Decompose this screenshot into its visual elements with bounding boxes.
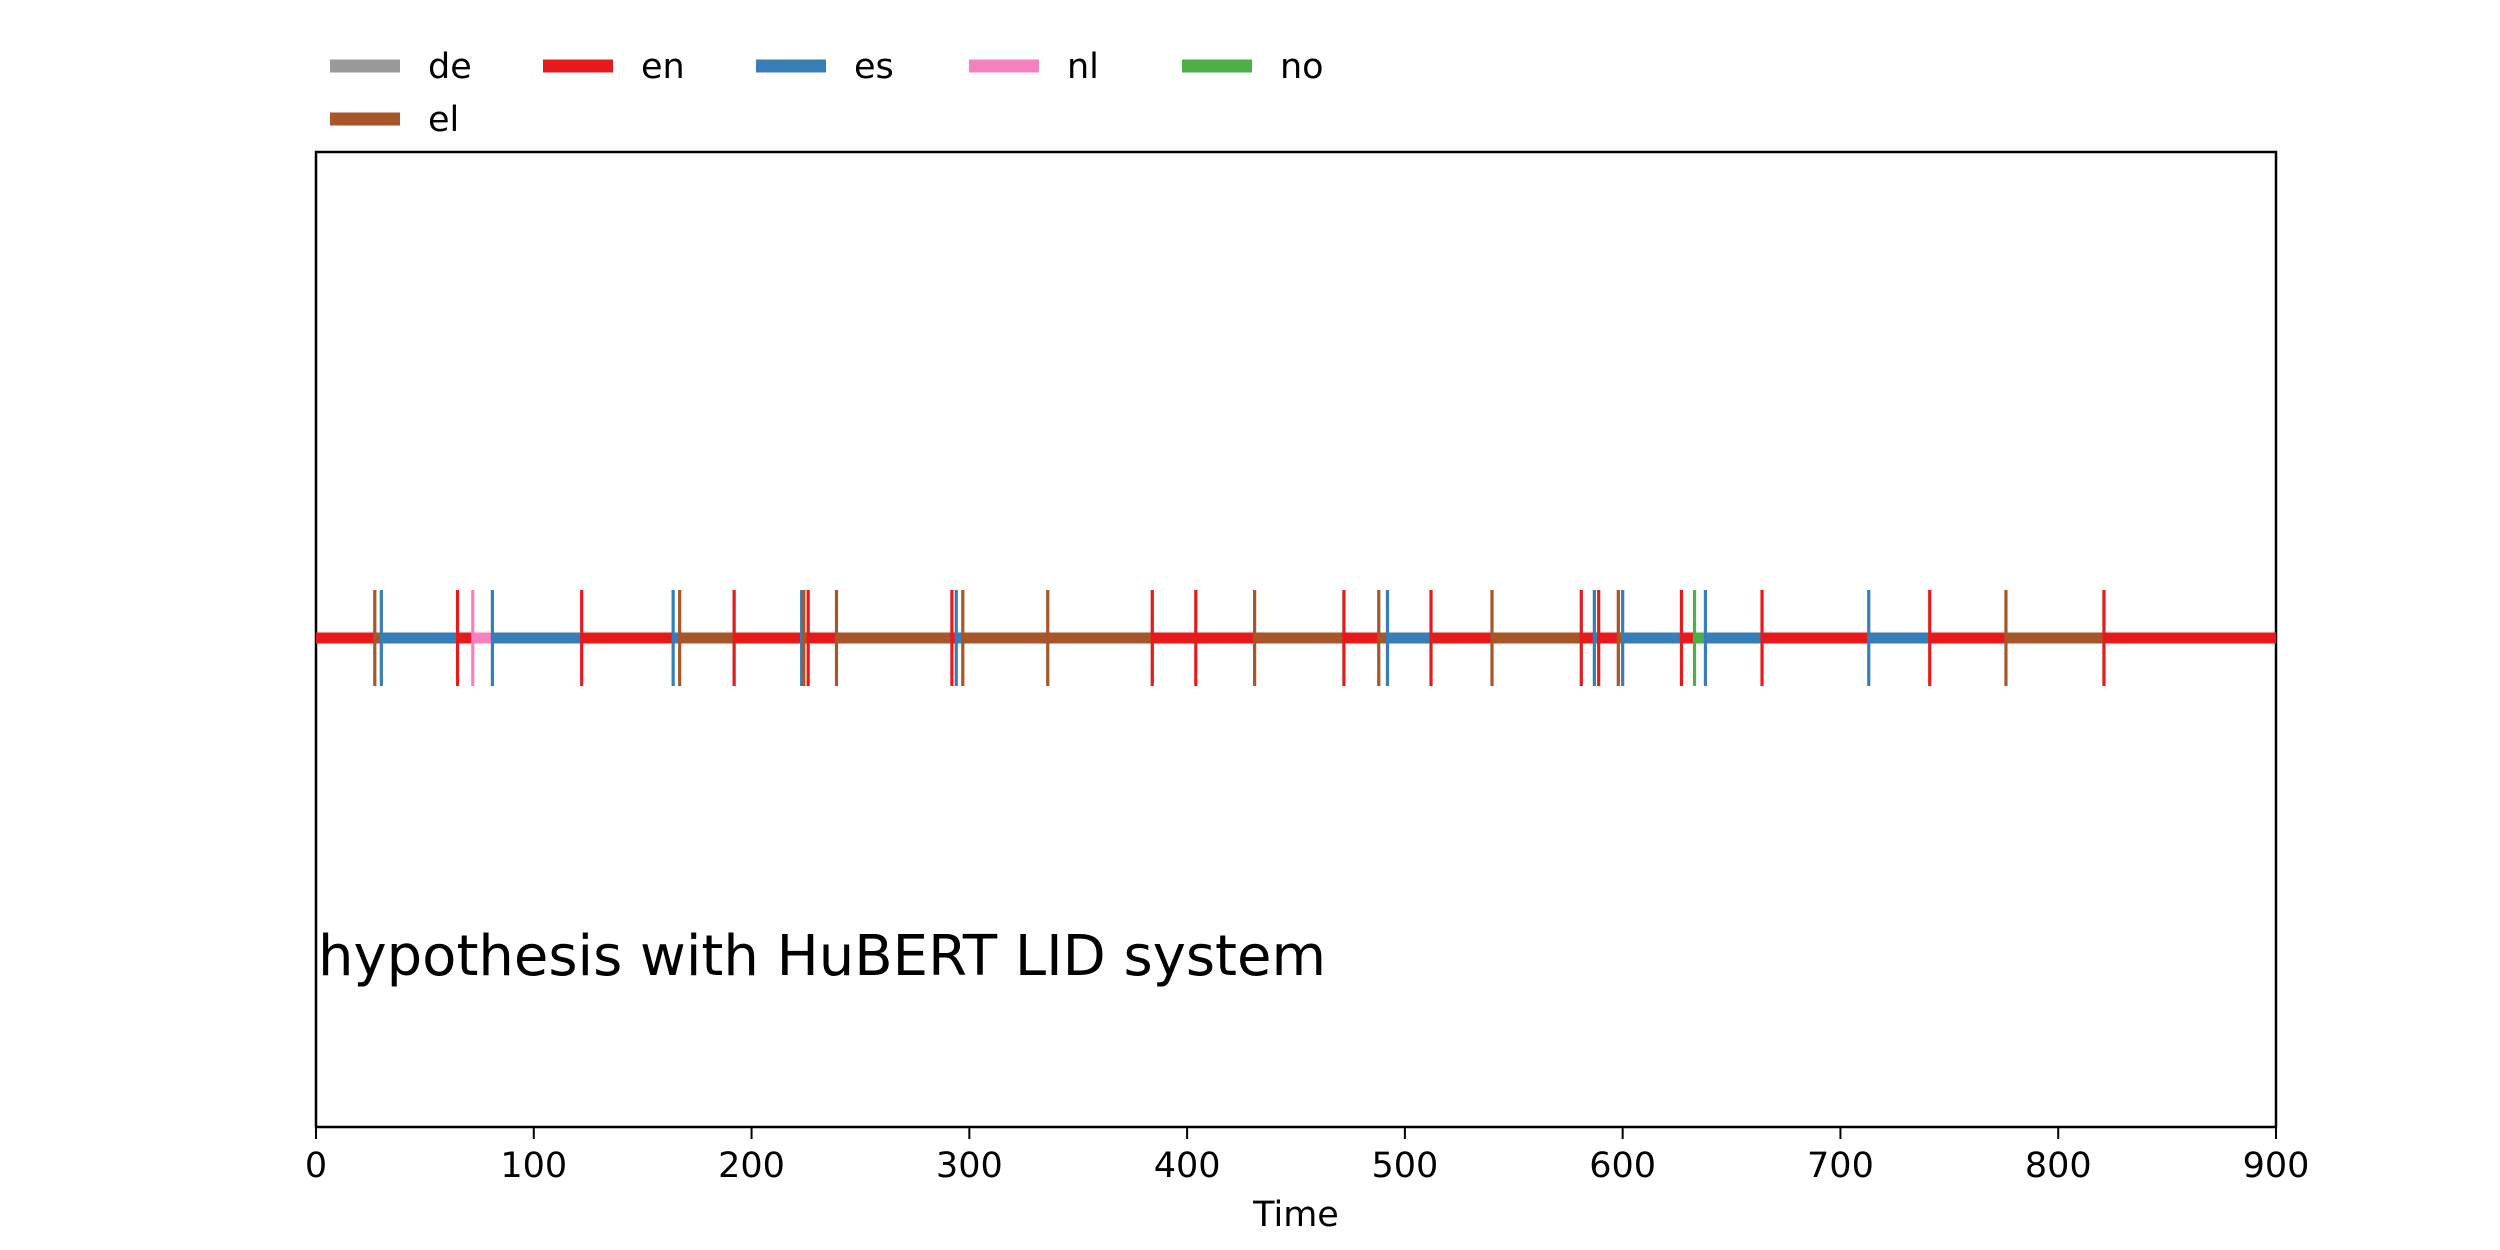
x-tick-label: 600: [1589, 1146, 1656, 1186]
legend-label-el: el: [428, 100, 459, 140]
x-tick-label: 100: [500, 1146, 567, 1186]
x-axis: 0 100 200 300 400 500 600 700 800 900: [305, 1127, 2310, 1186]
x-tick-label: 900: [2243, 1146, 2310, 1186]
x-tick-label: 0: [305, 1146, 327, 1186]
x-tick-label: 400: [1154, 1146, 1221, 1186]
legend-label-nl: nl: [1067, 47, 1099, 87]
system-annotation: hypothesis with HuBERT LID system: [318, 924, 1326, 989]
x-tick-label: 300: [936, 1146, 1003, 1186]
x-axis-label: Time: [1252, 1195, 1339, 1235]
legend-label-es: es: [854, 47, 894, 87]
x-tick-label: 200: [718, 1146, 785, 1186]
x-tick-label: 700: [1807, 1146, 1874, 1186]
x-tick-label: 500: [1371, 1146, 1438, 1186]
legend-label-no: no: [1280, 47, 1324, 87]
legend: de en es nl no el: [330, 47, 1324, 140]
boundary-markers: [373, 590, 2106, 686]
x-tick-label: 800: [2025, 1146, 2092, 1186]
legend-label-de: de: [428, 47, 472, 87]
legend-label-en: en: [641, 47, 685, 87]
